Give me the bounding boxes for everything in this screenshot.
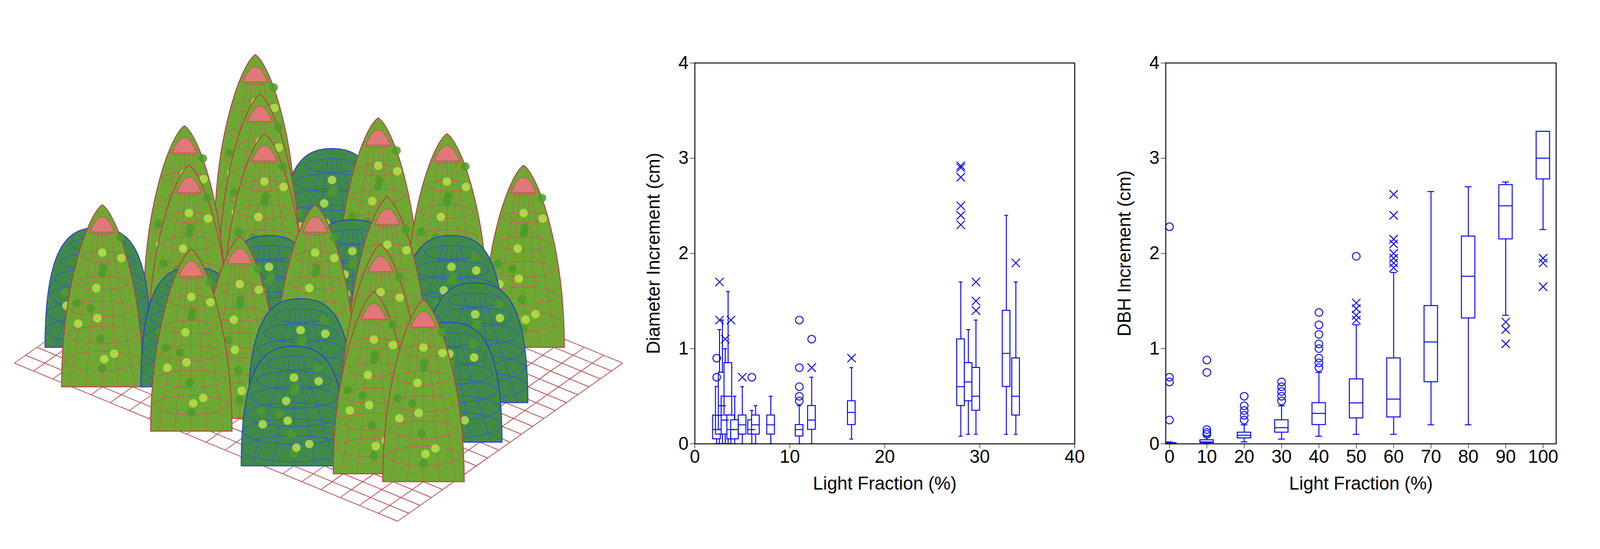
svg-text:80: 80 xyxy=(1458,446,1479,467)
svg-text:Light Fraction (%): Light Fraction (%) xyxy=(812,472,957,493)
svg-text:0: 0 xyxy=(1164,446,1175,467)
svg-text:DBH Increment (cm): DBH Increment (cm) xyxy=(1114,170,1135,336)
svg-text:60: 60 xyxy=(1383,446,1404,467)
svg-text:0: 0 xyxy=(678,433,689,454)
svg-text:90: 90 xyxy=(1495,446,1516,467)
svg-text:30: 30 xyxy=(1271,446,1292,467)
svg-text:Light Fraction (%): Light Fraction (%) xyxy=(1289,472,1433,493)
svg-text:1: 1 xyxy=(678,337,689,358)
svg-text:4: 4 xyxy=(1149,52,1160,73)
svg-text:2: 2 xyxy=(678,242,689,263)
svg-text:3: 3 xyxy=(678,147,689,168)
svg-text:Diameter Increment (cm): Diameter Increment (cm) xyxy=(643,152,664,354)
svg-text:20: 20 xyxy=(1234,446,1255,467)
svg-text:20: 20 xyxy=(874,446,895,467)
svg-text:50: 50 xyxy=(1346,446,1367,467)
svg-text:3: 3 xyxy=(1149,147,1160,168)
svg-text:100: 100 xyxy=(1528,446,1559,467)
svg-text:10: 10 xyxy=(1196,446,1217,467)
svg-text:4: 4 xyxy=(678,52,689,73)
svg-text:30: 30 xyxy=(969,446,990,467)
svg-text:0: 0 xyxy=(1149,433,1160,454)
svg-text:2: 2 xyxy=(1149,242,1160,263)
svg-text:1: 1 xyxy=(1149,337,1160,358)
svg-text:40: 40 xyxy=(1308,446,1329,467)
svg-text:40: 40 xyxy=(1064,446,1085,467)
svg-text:10: 10 xyxy=(779,446,800,467)
svg-text:0: 0 xyxy=(689,446,700,467)
svg-text:70: 70 xyxy=(1420,446,1441,467)
